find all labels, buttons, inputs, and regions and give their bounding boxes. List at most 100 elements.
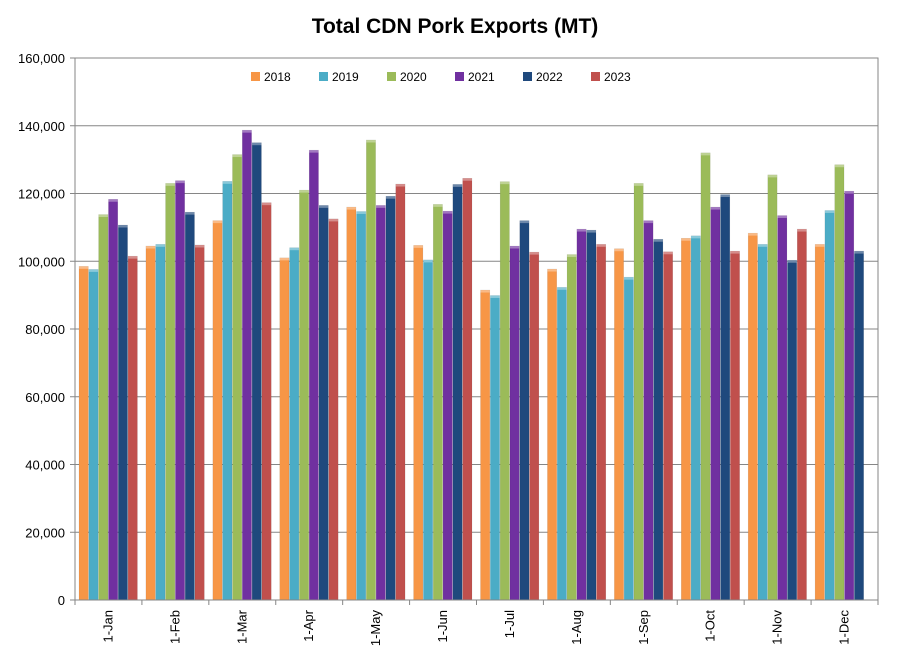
bar-highlight — [797, 229, 807, 232]
bar-highlight — [385, 196, 396, 199]
bar-highlight — [376, 205, 386, 208]
bar-highlight — [529, 252, 539, 255]
bar-highlight — [663, 251, 673, 255]
legend-swatch — [591, 72, 600, 81]
bar-2021-1-Jul — [509, 245, 520, 601]
bar-highlight — [252, 142, 262, 146]
bar-highlight — [145, 246, 156, 249]
legend-label: 2020 — [400, 70, 427, 84]
bar-2019-1-Feb — [155, 244, 166, 601]
x-tick-label: 1-Aug — [569, 610, 584, 645]
bar-highlight — [758, 244, 768, 247]
bar-highlight — [480, 290, 490, 293]
bar-highlight — [79, 266, 89, 269]
bar-2022-1-Jul — [519, 220, 530, 601]
bar-2021-1-May — [375, 205, 386, 601]
bar-2021-1-Dec — [844, 190, 855, 601]
bar-2021-1-Jan — [108, 199, 119, 601]
bar-2018-1-Aug — [547, 268, 557, 601]
bar-highlight — [691, 235, 701, 239]
bar-highlight — [319, 205, 329, 208]
bar-highlight — [232, 154, 242, 158]
bar-2020-1-Mar — [232, 154, 243, 601]
y-tick-label: 40,000 — [25, 458, 65, 473]
bar-2022-1-Apr — [318, 205, 329, 601]
bar-2018-1-Jun — [413, 245, 424, 601]
bar-2020-1-Jul — [499, 181, 510, 601]
bar-highlight — [356, 211, 366, 214]
bar-2018-1-Dec — [814, 244, 825, 601]
bar-2021-1-Feb — [175, 180, 185, 601]
bar-highlight — [824, 210, 835, 213]
bar-2023-1-Nov — [797, 228, 807, 601]
y-tick-label: 0 — [58, 593, 65, 608]
bar-highlight — [730, 251, 740, 254]
bar-highlight — [175, 180, 185, 184]
bar-highlight — [700, 152, 711, 156]
bar-highlight — [366, 139, 376, 143]
bar-2018-1-Apr — [279, 257, 290, 601]
bar-2023-1-Jun — [462, 178, 473, 601]
bar-2019-1-Aug — [557, 287, 567, 601]
bar-highlight — [108, 199, 118, 202]
x-tick-label: 1-Jan — [100, 610, 115, 643]
bar-2023-1-Jul — [529, 251, 540, 601]
x-tick-label: 1-Sep — [636, 610, 651, 645]
x-tick-label: 1-Apr — [301, 609, 316, 641]
y-tick-label: 120,000 — [18, 187, 65, 202]
bar-highlight — [633, 183, 644, 186]
bar-highlight — [222, 181, 232, 184]
bar-2021-1-Oct — [710, 206, 721, 601]
legend-label: 2022 — [536, 70, 563, 84]
bar-2019-1-May — [356, 211, 367, 601]
bar-2023-1-Mar — [261, 202, 272, 601]
bar-highlight — [423, 259, 433, 263]
bar-highlight — [452, 184, 463, 187]
bar-2021-1-Sep — [643, 220, 654, 601]
bar-highlight — [519, 220, 530, 224]
bar-2021-1-Jun — [442, 210, 453, 601]
bar-2023-1-Jan — [127, 255, 138, 601]
bar-2021-1-Nov — [777, 215, 788, 601]
y-tick-label: 160,000 — [18, 51, 65, 66]
axes: 0 20,000 40,000 60,000 80,000 100,000 120,000 1… — [18, 51, 879, 646]
bar-highlight — [195, 244, 205, 248]
bar-highlight — [261, 202, 272, 206]
bar-2023-1-Apr — [328, 218, 339, 601]
y-tick-label: 100,000 — [18, 254, 65, 269]
bar-2022-1-Nov — [787, 259, 798, 601]
bar-highlight — [88, 269, 99, 272]
bar-highlight — [395, 184, 406, 187]
bar-highlight — [462, 178, 472, 181]
bar-highlight — [720, 194, 730, 198]
bar-highlight — [413, 245, 423, 248]
bar-2020-1-Dec — [834, 164, 845, 601]
bar-highlight — [443, 211, 453, 214]
bar-highlight — [242, 130, 252, 133]
x-tick-label: 1-Jun — [435, 610, 450, 643]
bar-2023-1-May — [395, 183, 406, 601]
bar-highlight — [681, 238, 691, 241]
legend-swatch — [319, 72, 328, 81]
bar-2018-1-Mar — [212, 220, 223, 601]
bar-highlight — [155, 244, 166, 247]
bar-2019-1-Apr — [289, 247, 300, 601]
bar-2019-1-Oct — [690, 235, 701, 601]
bar-highlight — [212, 220, 223, 224]
bar-2022-1-Dec — [854, 250, 864, 601]
bar-2023-1-Oct — [730, 250, 740, 601]
bar-2023-1-Feb — [194, 244, 205, 601]
chart-title: Total CDN Pork Exports (MT) — [312, 15, 599, 38]
bar-2021-1-Mar — [242, 129, 252, 601]
bar-2022-1-Sep — [653, 238, 664, 601]
x-tick-label: 1-Jul — [502, 610, 517, 638]
y-tick-label: 20,000 — [25, 525, 65, 540]
bar-2018-1-Jan — [78, 266, 89, 601]
x-tick-label: 1-Dec — [837, 610, 852, 645]
bar-2018-1-Nov — [747, 232, 758, 601]
x-tick-label: 1-Nov — [770, 610, 785, 645]
bar-2022-1-Feb — [184, 211, 195, 601]
bar-2022-1-Jan — [118, 224, 128, 601]
